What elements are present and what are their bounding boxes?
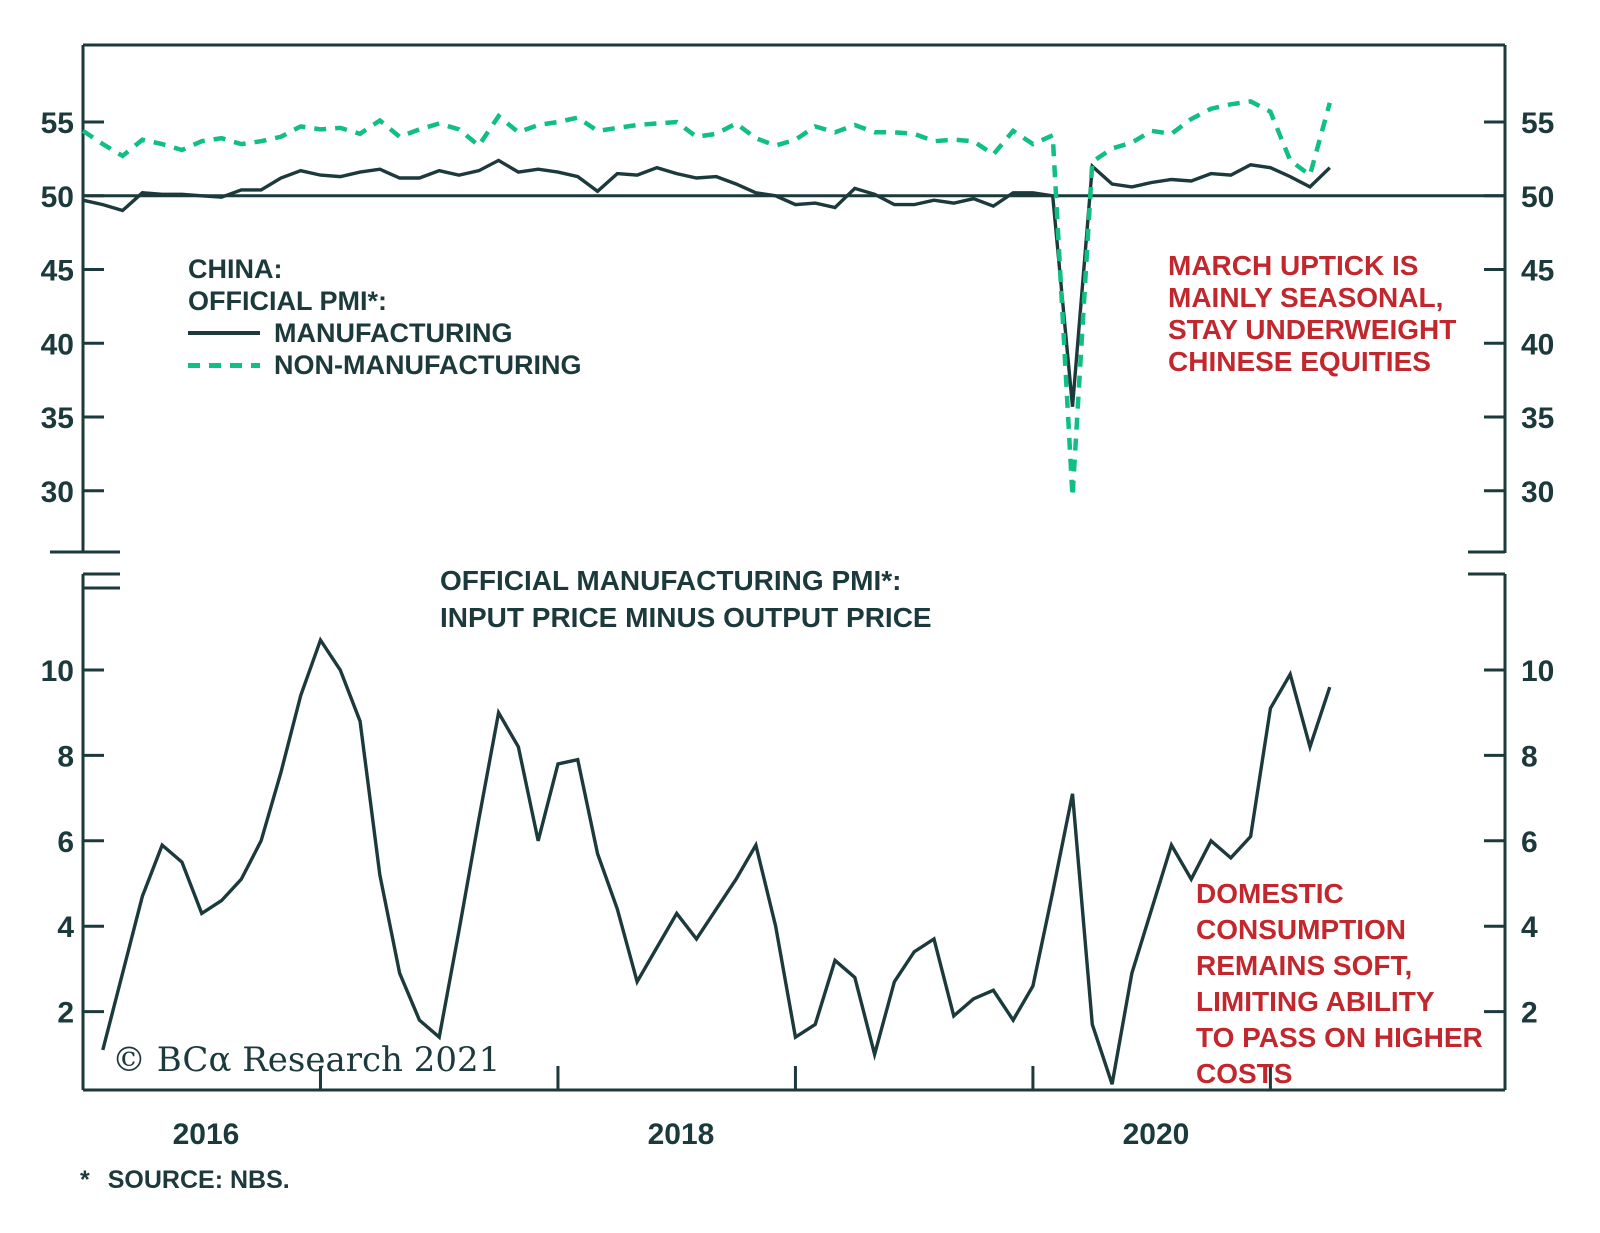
bottom-annotation: DOMESTIC CONSUMPTION REMAINS SOFT, LIMIT… [1196,876,1483,1092]
bottom-chart-title-line-1: OFFICIAL MANUFACTURING PMI*: [440,565,902,596]
top-left-y-tick-label: 45 [41,255,74,288]
bottom-annotation-line: CONSUMPTION [1196,914,1406,945]
top-left-y-tick-label: 55 [41,107,74,140]
bottom-left-y-tick-label: 4 [57,911,74,944]
top-annotation-line: CHINESE EQUITIES [1168,346,1431,377]
bottom-annotation-line: REMAINS SOFT, [1196,950,1413,981]
legend-item-non-manufacturing: NON-MANUFACTURING [188,349,581,381]
top-right-y-tick-label: 45 [1521,255,1554,288]
top-right-y-tick-label: 40 [1521,328,1554,361]
footnote-text: SOURCE: NBS. [107,1166,290,1194]
top-right-y-tick-label: 55 [1521,107,1554,140]
manufacturing-line-sample-icon [188,331,260,335]
manufacturing-pmi-line [82,158,1331,407]
top-annotation-line: MAINLY SEASONAL, [1168,282,1444,313]
top-left-y-tick-label: 35 [41,402,74,435]
top-left-y-tick-label: 50 [41,181,74,214]
top-annotation: MARCH UPTICK IS MAINLY SEASONAL, STAY UN… [1168,250,1456,378]
bottom-right-y-tick-label: 10 [1521,655,1554,688]
top-right-y-tick-label: 30 [1521,476,1554,509]
bottom-left-y-tick-label: 10 [41,655,74,688]
source-footnote: * SOURCE: NBS. [80,1166,290,1195]
legend-label-non-manufacturing: NON-MANUFACTURING [274,349,582,380]
non-manufacturing-line-sample-icon [188,362,260,368]
bottom-annotation-line: DOMESTIC [1196,878,1344,909]
top-annotation-line: STAY UNDERWEIGHT [1168,314,1457,345]
top-left-y-tick-label: 30 [41,476,74,509]
bottom-annotation-line: COSTS [1196,1058,1293,1089]
legend-item-manufacturing: MANUFACTURING [188,317,581,349]
input-minus-output-price-line [101,636,1332,1085]
bottom-left-y-tick-label: 2 [57,997,74,1030]
top-right-y-tick-label: 50 [1521,181,1554,214]
bottom-right-y-tick-label: 6 [1521,826,1538,859]
bottom-right-y-tick-label: 4 [1521,911,1538,944]
legend-label-manufacturing: MANUFACTURING [274,317,513,348]
legend-title-line-2: OFFICIAL PMI*: [188,285,387,316]
legend-title-line-1: CHINA: [188,253,283,284]
x-axis-year-label-2018: 2018 [647,1118,715,1151]
top-right-y-tick-label: 35 [1521,402,1554,435]
top-annotation-line: MARCH UPTICK IS [1168,250,1419,281]
x-axis-year-label-2020: 2020 [1122,1118,1190,1151]
non-manufacturing-pmi-line [81,99,1332,497]
top-left-y-tick-label: 40 [41,328,74,361]
bottom-annotation-line: LIMITING ABILITY [1196,986,1435,1017]
bottom-chart-title-line-2: INPUT PRICE MINUS OUTPUT PRICE [440,602,932,633]
bottom-right-y-tick-label: 2 [1521,997,1538,1030]
bottom-right-y-tick-label: 8 [1521,740,1538,773]
footnote-asterisk: * [80,1166,90,1194]
bottom-left-y-tick-label: 8 [57,740,74,773]
copyright-notice: © BCα Research 2021 [112,1040,501,1080]
bottom-annotation-line: TO PASS ON HIGHER [1196,1022,1483,1053]
legend: CHINA: OFFICIAL PMI*: MANUFACTURING NON-… [188,253,581,381]
bottom-chart-title: OFFICIAL MANUFACTURING PMI*: INPUT PRICE… [440,562,932,636]
x-axis-year-label-2016: 2016 [172,1118,240,1151]
bottom-left-y-tick-label: 6 [57,826,74,859]
